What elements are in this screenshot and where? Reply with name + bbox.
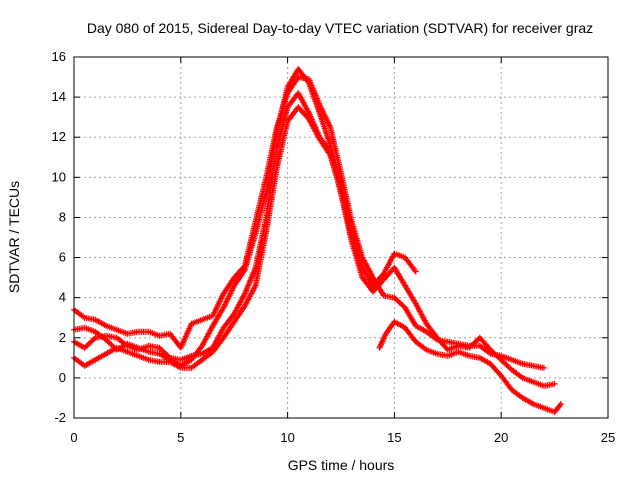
y-tick-label: 14 (52, 89, 66, 104)
data-point (540, 364, 547, 371)
x-tick-label: 5 (177, 430, 184, 445)
data-point (348, 234, 355, 241)
series-track-d (71, 104, 355, 371)
data-point (91, 336, 98, 343)
y-tick-label: 0 (59, 370, 66, 385)
y-tick-label: 6 (59, 250, 66, 265)
data-point (556, 402, 563, 409)
plot-frame (73, 56, 609, 419)
series-track-e (376, 318, 565, 415)
x-tick-label: 25 (601, 430, 615, 445)
x-tick-label: 0 (70, 430, 77, 445)
y-tick-label: 16 (52, 49, 66, 64)
y-tick-label: 10 (52, 169, 66, 184)
data-point (412, 268, 419, 275)
chart-title: Day 080 of 2015, Sidereal Day-to-day VTE… (87, 20, 593, 36)
data-point (165, 353, 172, 360)
data-series (71, 66, 565, 415)
data-point (558, 400, 565, 407)
y-tick-label: 8 (59, 209, 66, 224)
x-axis-label: GPS time / hours (288, 457, 395, 473)
series-track-b (71, 74, 547, 371)
x-tick-label: 20 (494, 430, 508, 445)
y-axis-label: SDTVAR / TECUs (6, 181, 22, 293)
x-tick-label: 15 (387, 430, 401, 445)
grid-lines (74, 57, 608, 418)
y-tick-label: 4 (59, 290, 66, 305)
x-tick-label: 10 (280, 430, 294, 445)
y-tick-label: -2 (54, 410, 66, 425)
y-tick-label: 2 (59, 330, 66, 345)
y-tick-label: 12 (52, 129, 66, 144)
data-point (240, 263, 247, 270)
series-track-c (71, 90, 558, 389)
data-point (551, 380, 558, 387)
